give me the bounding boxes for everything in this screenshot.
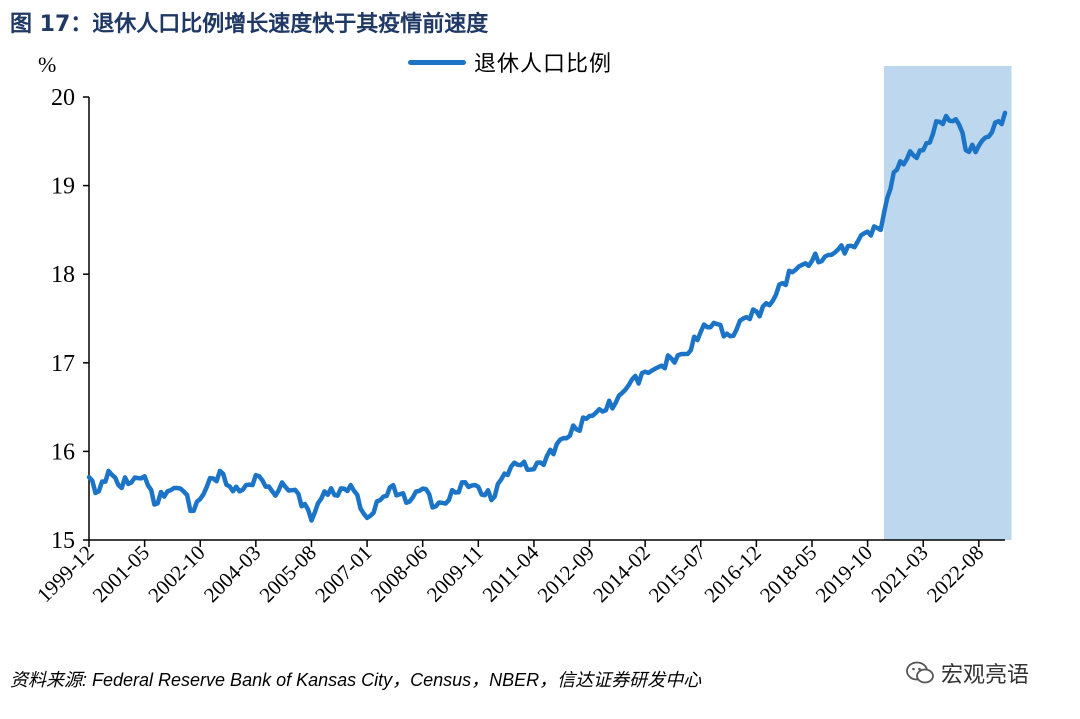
x-tick-label: 2022-08 (922, 541, 988, 607)
legend-label: 退休人口比例 (474, 52, 613, 77)
y-axis-unit-label: % (38, 52, 57, 77)
series-line-retirement-ratio (86, 110, 1008, 523)
source-note: 资料来源: Federal Reserve Bank of Kansas Cit… (10, 670, 702, 690)
figure-title: 图 17：退休人口比例增长速度快于其疫情前速度 (10, 12, 489, 37)
watermark-text: 宏观亮语 (941, 663, 1030, 688)
y-tick-label: 18 (51, 262, 75, 288)
y-tick-label: 16 (51, 439, 75, 465)
y-tick-label: 17 (51, 351, 75, 377)
x-tick-label: 2016-12 (699, 541, 765, 607)
x-tick-label: 2004-03 (199, 541, 265, 607)
x-tick-label: 2005-08 (255, 541, 321, 607)
watermark: 宏观亮语 (905, 657, 1029, 689)
x-tick-label: 2015-07 (644, 541, 710, 607)
y-tick-label: 19 (51, 174, 75, 200)
x-tick-label: 2007-01 (310, 541, 376, 607)
legend: 退休人口比例 (408, 46, 612, 78)
x-tick-label: 2011-04 (478, 540, 544, 606)
x-tick-label: 2009-11 (422, 541, 488, 607)
shaded-region (883, 66, 1012, 540)
x-tick-label: 2012-09 (533, 541, 599, 607)
x-tick-label: 2014-02 (588, 541, 654, 607)
x-tick-label: 2018-05 (755, 541, 821, 607)
chat-bubble-icon (905, 660, 935, 686)
x-tick-label: 2002-10 (143, 541, 209, 607)
x-tick-label: 2021-03 (866, 541, 932, 607)
line-chart: 1516171819201999-122001-052002-102004-03… (32, 66, 1012, 607)
legend-line-swatch (408, 59, 466, 65)
y-tick-label: 20 (51, 85, 75, 111)
x-tick-label: 2019-10 (811, 541, 877, 607)
x-tick-label: 2001-05 (88, 541, 154, 607)
x-tick-label: 2008-06 (366, 541, 432, 607)
y-tick-label: 15 (51, 528, 75, 554)
